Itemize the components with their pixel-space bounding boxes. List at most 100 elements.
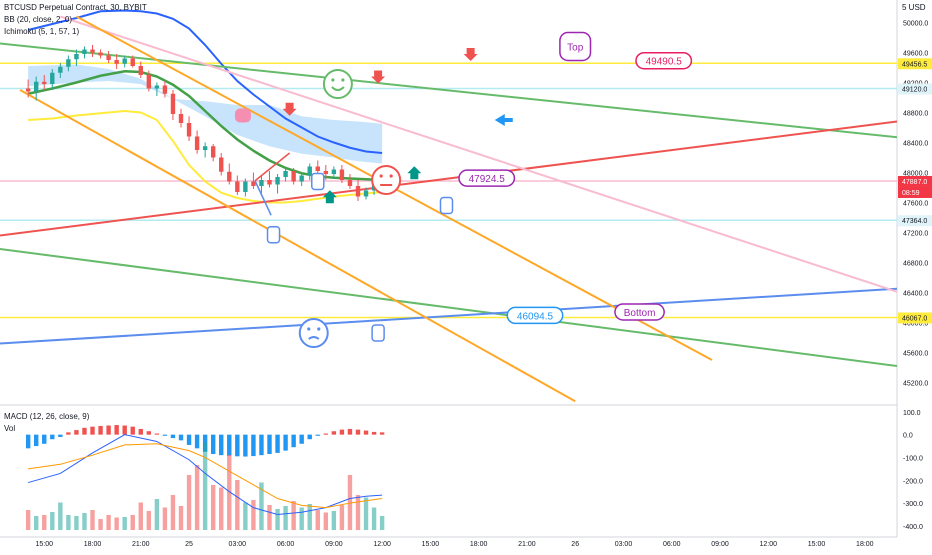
macd-histogram-bar bbox=[42, 434, 47, 444]
macd-line bbox=[28, 434, 383, 515]
time-tick-label: 09:00 bbox=[711, 541, 729, 548]
worried-face-icon-mouth bbox=[308, 336, 320, 340]
trend-line bbox=[0, 42, 898, 139]
macd-histogram-bar bbox=[210, 434, 216, 455]
candle-body bbox=[210, 146, 216, 158]
macd-histogram-bar bbox=[170, 434, 176, 439]
candle-body bbox=[74, 54, 79, 60]
pointing-hand-icon bbox=[311, 172, 325, 191]
candle-body bbox=[355, 186, 361, 197]
macd-histogram-bar bbox=[379, 432, 385, 435]
time-tick-label: 06:00 bbox=[663, 541, 681, 548]
volume-bar bbox=[34, 516, 39, 530]
candle-body bbox=[315, 166, 320, 171]
candle-body bbox=[259, 180, 264, 186]
volume-bar bbox=[186, 475, 192, 530]
time-tick-label: 26 bbox=[571, 541, 579, 548]
candle-body bbox=[42, 81, 47, 84]
callout-box bbox=[614, 303, 665, 321]
macd-histogram-bar bbox=[227, 434, 232, 456]
price-axis-badge bbox=[898, 83, 932, 95]
volume-bar bbox=[283, 506, 288, 530]
callout-box bbox=[559, 31, 592, 62]
macd-histogram-bar bbox=[307, 434, 312, 440]
volume-bar bbox=[267, 505, 272, 530]
candle-body bbox=[58, 66, 63, 73]
chart-title: BTCUSD Perpetual Contract, 30, BYBIT bbox=[4, 3, 147, 12]
price-axis-badge bbox=[898, 58, 932, 70]
macd-histogram-bar bbox=[178, 434, 184, 441]
price-tick-label: 49600.0 bbox=[903, 51, 928, 58]
price-tick-label: 45200.0 bbox=[903, 381, 928, 388]
price-axis-badge bbox=[898, 312, 932, 324]
macd-histogram-bar bbox=[283, 434, 288, 451]
price-tick-label: 46800.0 bbox=[903, 261, 928, 268]
price-tick-label: 47600.0 bbox=[903, 201, 928, 208]
macd-tick-label: -200.0 bbox=[903, 478, 923, 485]
callout-text: 49490.5 bbox=[646, 57, 683, 68]
candle-body bbox=[235, 181, 240, 192]
volume-bar bbox=[98, 519, 103, 530]
macd-histogram-bar bbox=[315, 434, 320, 436]
price-tick-label: 48000.0 bbox=[903, 171, 928, 178]
pointing-hand-icon bbox=[371, 324, 385, 342]
macd-histogram-bar bbox=[130, 426, 135, 435]
callout-text: 46094.5 bbox=[517, 311, 554, 322]
volume-bar bbox=[194, 465, 200, 530]
macd-histogram-bar bbox=[363, 430, 369, 435]
volume-bar bbox=[299, 507, 304, 530]
volume-bar bbox=[339, 505, 345, 530]
pointing-hand-icon bbox=[439, 196, 454, 215]
candle-body bbox=[347, 180, 353, 186]
macd-histogram-bar bbox=[243, 434, 248, 457]
price-axis-badge bbox=[898, 215, 932, 227]
price-tick-label: 45600.0 bbox=[903, 351, 928, 358]
candle-body bbox=[82, 49, 87, 54]
legend-macd[interactable]: MACD (12, 26, close, 9) bbox=[4, 412, 90, 421]
candle-body bbox=[154, 85, 160, 89]
price-axis-badge-text: 49456.5 bbox=[902, 61, 927, 68]
time-tick-label: 15:00 bbox=[422, 541, 440, 548]
happy-face-icon-eye bbox=[331, 78, 335, 82]
legend-bb[interactable]: BB (20, close, 2, 0) bbox=[4, 15, 73, 24]
time-tick-label: 15:00 bbox=[35, 541, 53, 548]
macd-tick-label: -300.0 bbox=[903, 501, 923, 508]
price-axis-badge-text: 08:59 bbox=[902, 190, 920, 197]
worried-face-icon bbox=[298, 318, 329, 348]
candle-body bbox=[275, 177, 280, 185]
macd-histogram-bar bbox=[154, 433, 160, 435]
volume-bar bbox=[307, 504, 312, 530]
price-axis-badge bbox=[898, 186, 932, 198]
candle-body bbox=[170, 93, 176, 114]
macd-histogram-bar bbox=[219, 434, 224, 456]
macd-histogram-bar bbox=[98, 425, 103, 435]
volume-bar bbox=[243, 502, 248, 530]
volume-bar bbox=[227, 455, 232, 530]
candle-body bbox=[114, 60, 119, 64]
candle-body bbox=[98, 52, 103, 56]
happy-face-icon-mouth bbox=[331, 86, 345, 91]
candle-body bbox=[25, 88, 31, 92]
legend-ichimoku[interactable]: Ichimoku (5, 1, 57, 1) bbox=[4, 27, 80, 36]
candle-body bbox=[291, 171, 296, 182]
callout-box bbox=[506, 306, 564, 325]
price-tick-label: 47200.0 bbox=[903, 231, 928, 238]
arrow-up-icon bbox=[322, 190, 337, 204]
macd-histogram-bar bbox=[235, 434, 240, 457]
volume-bar bbox=[355, 495, 361, 530]
trend-line bbox=[60, 15, 898, 293]
trend-line bbox=[0, 120, 898, 237]
macd-histogram-bar bbox=[291, 434, 296, 448]
candle-body bbox=[283, 171, 288, 177]
price-axis-badge-text: 47887.0 bbox=[902, 179, 927, 186]
neutral-face-icon-eye bbox=[389, 174, 393, 178]
legend-vol[interactable]: Vol bbox=[4, 424, 16, 433]
candle-body bbox=[219, 157, 224, 172]
price-tick-label: 48400.0 bbox=[903, 141, 928, 148]
volume-bar bbox=[379, 516, 385, 530]
time-tick-label: 18:00 bbox=[856, 541, 874, 548]
candle-body bbox=[323, 171, 329, 174]
currency-label[interactable]: 5 USD bbox=[902, 3, 926, 12]
